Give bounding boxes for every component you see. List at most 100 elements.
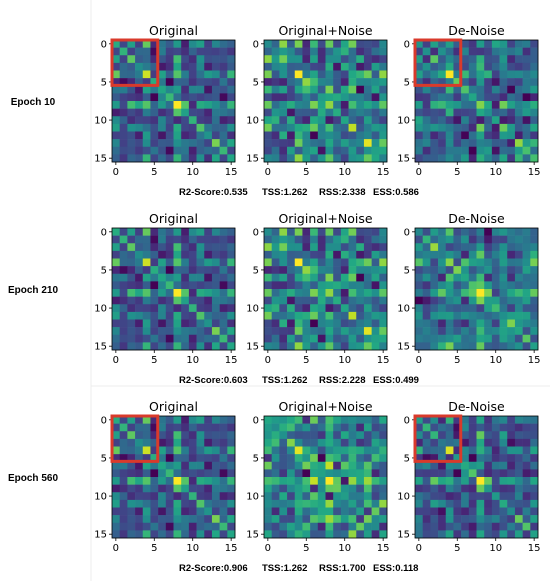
heatmap-cell (227, 228, 236, 236)
heatmap-cell (112, 484, 120, 493)
heatmap-cell (499, 461, 508, 470)
heatmap-cell (317, 228, 326, 236)
heatmap-cell (196, 250, 205, 259)
heatmap-cell (491, 281, 500, 290)
heatmap-cell (356, 522, 365, 531)
epoch-row: Epoch 210Original005510101515Original+No… (8, 211, 541, 386)
heatmap-cell (294, 319, 303, 328)
heatmap-cell (422, 139, 431, 148)
heatmap-cell (173, 154, 182, 163)
heatmap-cell (476, 131, 485, 140)
heatmap-cell (127, 273, 136, 282)
heatmap-cell (499, 70, 508, 79)
heatmap-cell (453, 431, 462, 440)
heatmap-cell (499, 515, 508, 524)
heatmap-cell (348, 131, 357, 140)
heatmap-cell (484, 123, 493, 132)
heatmap-cell (287, 334, 296, 343)
heatmap-cell (188, 507, 197, 516)
plot-frame (263, 39, 388, 163)
heatmap-cell (287, 273, 296, 282)
heatmap-cell (302, 454, 311, 463)
heatmap-cell (310, 250, 319, 259)
heatmap-cell (484, 311, 493, 320)
heatmap-cell (422, 311, 431, 320)
heatmap-cell (340, 101, 349, 109)
heatmap-cell (415, 423, 423, 432)
heatmap-cell (119, 139, 128, 148)
heatmap-cell (507, 416, 516, 424)
heatmap-cell (484, 446, 493, 455)
heatmap-cell (204, 454, 213, 463)
heatmap-cell (302, 327, 311, 336)
heatmap-cell (453, 477, 462, 485)
heatmap-cell (484, 154, 493, 163)
heatmap-cell (264, 154, 272, 163)
heatmap-cell (461, 266, 470, 275)
heatmap-cell (279, 492, 288, 501)
heatmap-cell (264, 304, 272, 313)
heatmap-cell (430, 454, 439, 463)
heatmap-cell (415, 131, 423, 140)
heatmap-cell (379, 334, 388, 343)
heatmap-cell (211, 469, 220, 478)
heatmap-cell (468, 423, 477, 432)
heatmap-cell (150, 416, 159, 424)
heatmap-cell (264, 499, 272, 508)
heatmap-cell (430, 469, 439, 478)
heatmap-cell (507, 70, 516, 79)
heatmap-cell (204, 123, 213, 132)
heatmap-cell (188, 484, 197, 493)
heatmap-cell (287, 78, 296, 87)
heatmap-cell (204, 273, 213, 282)
heatmap-cell (514, 454, 523, 463)
heatmap-cell (188, 477, 197, 485)
heatmap-cell (219, 289, 228, 297)
heatmap-cell (530, 55, 539, 64)
heatmap-cell (379, 477, 388, 485)
heatmap-cell (422, 101, 431, 109)
heatmap-cell (264, 139, 272, 148)
heatmap-cell (430, 228, 439, 236)
heatmap-cell (499, 289, 508, 297)
heatmap-cell (356, 108, 365, 117)
metric-tss: TSS:1.262 (262, 375, 307, 386)
heatmap-cell (507, 139, 516, 148)
heatmap-cell (491, 423, 500, 432)
heatmap-cell (158, 296, 167, 305)
heatmap-cell (188, 499, 197, 508)
heatmap-cell (340, 492, 349, 501)
heatmap-cell (491, 85, 500, 94)
heatmap-cell (514, 446, 523, 455)
heatmap-cell (119, 116, 128, 125)
heatmap-cell (430, 154, 439, 163)
heatmap-cell (484, 101, 493, 109)
heatmap-cell (453, 62, 462, 71)
heatmap-cell (264, 55, 272, 64)
heatmap-cell (333, 258, 342, 267)
heatmap-cell (135, 416, 144, 424)
heatmap-cell (363, 101, 372, 109)
heatmap-cell (438, 507, 447, 516)
heatmap-cell (371, 327, 380, 336)
heatmap-cell (287, 477, 296, 485)
heatmap-cell (445, 123, 454, 132)
heatmap-cell (196, 273, 205, 282)
heatmap-cell (211, 484, 220, 493)
heatmap-cell (181, 431, 190, 440)
heatmap-cell (188, 461, 197, 470)
heatmap-cell (188, 40, 197, 48)
heatmap-cell (484, 131, 493, 140)
heatmap-cell (530, 123, 539, 132)
x-tick-label: 10 (186, 355, 199, 366)
heatmap-cell (165, 116, 174, 125)
heatmap-cell (415, 522, 423, 531)
heatmap-cell (363, 438, 372, 447)
x-tick-label: 0 (416, 167, 422, 178)
heatmap-cell (127, 62, 136, 71)
x-tick-label: 5 (151, 543, 157, 554)
heatmap-cell (310, 62, 319, 71)
heatmap-cell (438, 477, 447, 485)
heatmap-cell (530, 266, 539, 275)
heatmap-cell (507, 85, 516, 94)
